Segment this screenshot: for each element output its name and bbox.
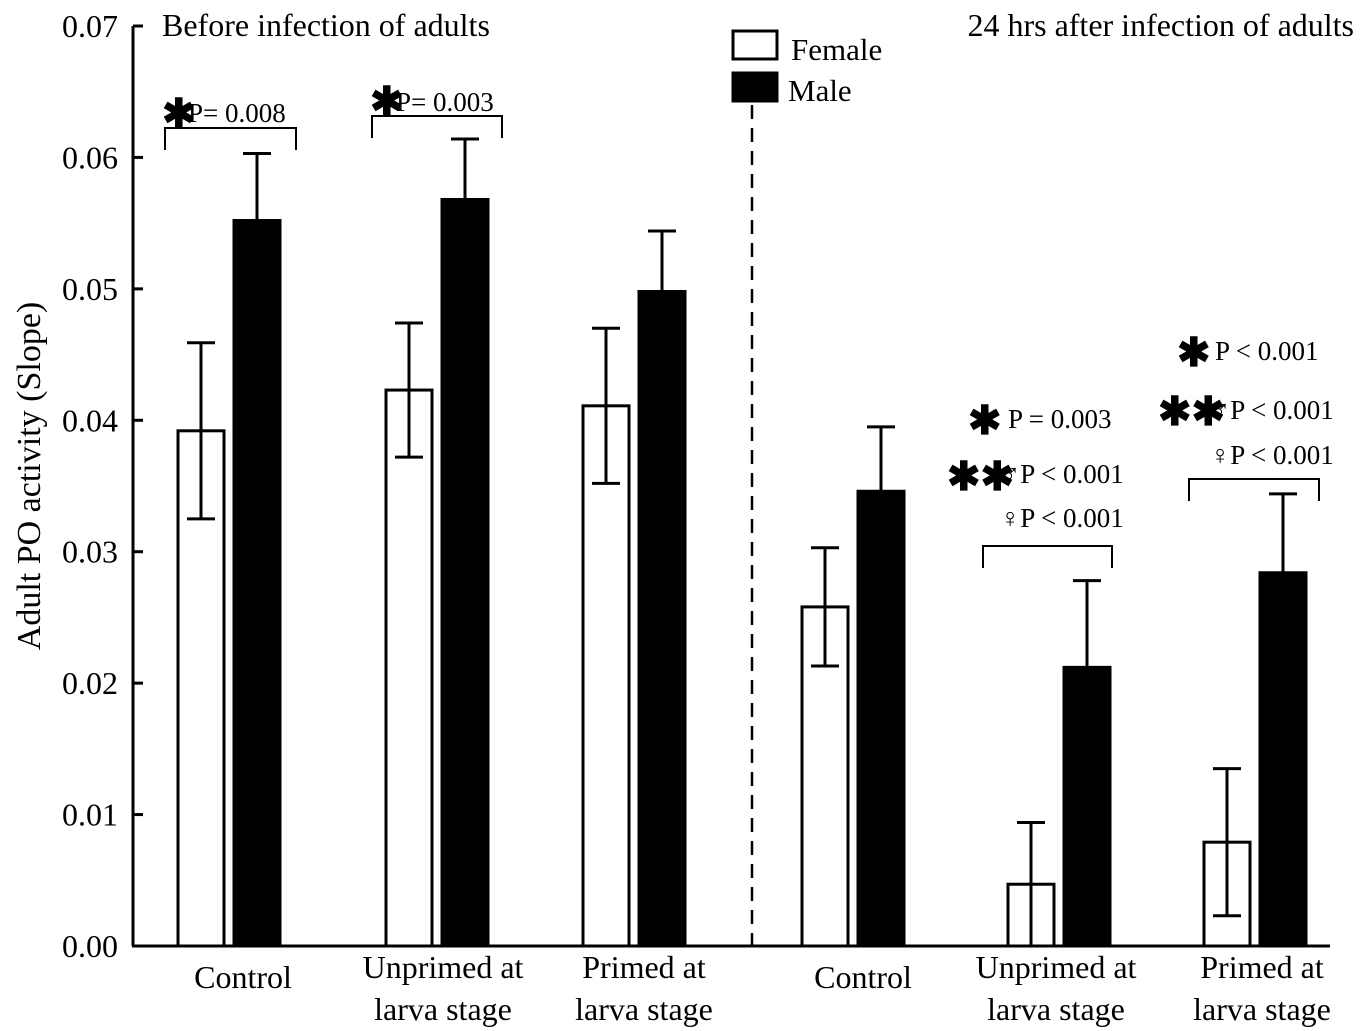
significance-annotations: ✱ P= 0.008 ✱ P= 0.003 ✱ P = 0.003 ✱✱ ♂P … [162,79,1334,533]
category-label: Primed at larva stage [575,949,713,1027]
category-label: Unprimed at larva stage [976,949,1137,1027]
significance-bracket [164,127,297,150]
y-tick-label: 0.05 [62,271,118,307]
annotation-star: ✱✱ [1158,389,1225,434]
annotation-star: ✱ [370,79,404,124]
annotation-text: ♂P < 0.001 [1210,395,1334,425]
panel-title-before: Before infection of adults [162,7,490,43]
annotation-text: ♀P < 0.001 [1000,503,1124,533]
bar-male [440,197,490,948]
legend-swatch-female [731,29,779,61]
significance-bracket [371,115,503,138]
category-label: Control [194,959,292,995]
annotation-text: P= 0.003 [396,87,494,117]
y-tick-label: 0.03 [62,534,118,570]
legend-swatch-male [731,71,779,103]
y-tick-label: 0.01 [62,797,118,833]
category-label: Unprimed at larva stage [363,949,524,1027]
bar-female [581,404,631,948]
legend: Female Male [731,29,882,108]
y-tick-label: 0.04 [62,402,118,438]
annotation-star: ✱ [1177,330,1211,375]
annotation-text: P < 0.001 [1215,336,1319,366]
annotation-star: ✱✱ [947,454,1014,499]
annotation-text: ♂P < 0.001 [1000,459,1124,489]
annotation-text: P= 0.008 [188,98,286,128]
y-tick-label: 0.00 [62,928,118,964]
bar-female [384,388,434,948]
y-tick-label: 0.02 [62,665,118,701]
axes [131,26,1330,948]
y-tick-label: 0.07 [62,8,118,44]
significance-bracket [982,545,1113,568]
y-axis-label: Adult PO activity (Slope) [11,302,48,650]
annotation-text: P = 0.003 [1008,404,1112,434]
y-tick-label: 0.06 [62,139,118,175]
bar-male [856,489,906,948]
annotation-star: ✱ [162,91,196,136]
legend-label-female: Female [791,32,882,67]
legend-label-male: Male [788,73,852,108]
significance-bracket [1188,478,1320,501]
category-label: Primed at larva stage [1193,949,1331,1027]
annotation-star: ✱ [968,398,1002,443]
bar-male [232,219,282,948]
bar-male [637,289,687,948]
panel-title-after: 24 hrs after infection of adults [967,7,1354,43]
annotation-text: ♀P < 0.001 [1210,440,1334,470]
category-label: Control [814,959,912,995]
